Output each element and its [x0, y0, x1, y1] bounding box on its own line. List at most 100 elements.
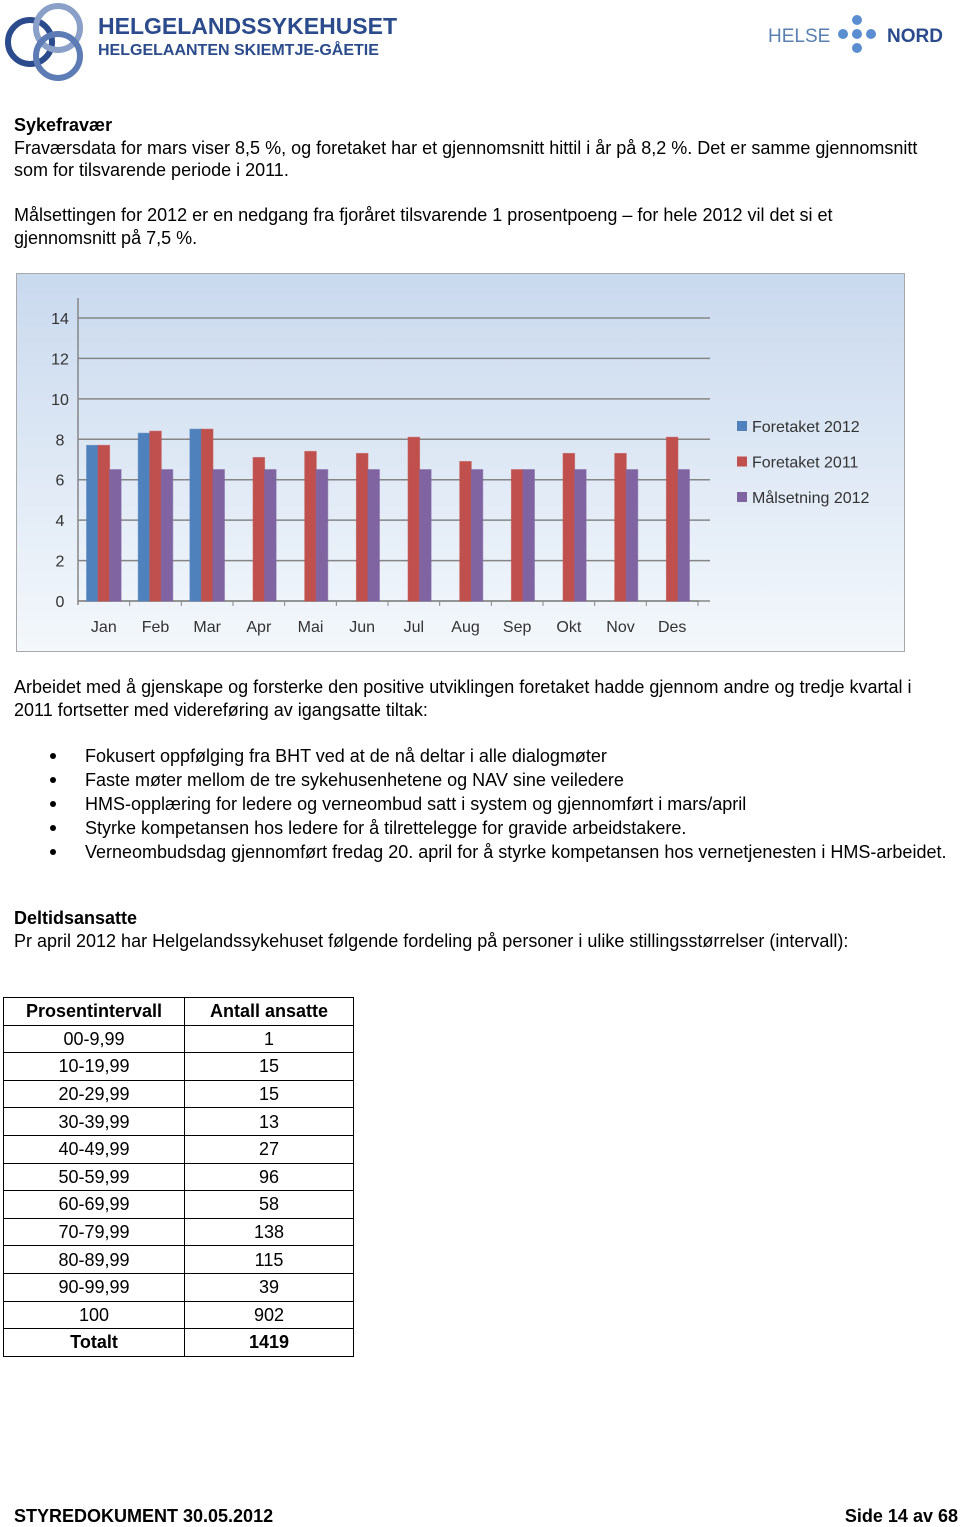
cell: 80-89,99: [3, 1245, 185, 1274]
brand-dots: [838, 15, 876, 53]
bar: [137, 432, 151, 602]
heading: Deltidsansatte: [14, 908, 138, 928]
x-tick-label: Mai: [298, 619, 324, 636]
cell: 50-59,99: [3, 1162, 185, 1192]
cell: 90-99,99: [3, 1272, 185, 1302]
bar: [419, 469, 432, 602]
y-tick-label: 8: [56, 432, 65, 449]
x-tick-label: Jul: [404, 619, 424, 636]
x-tick-label: Okt: [556, 619, 581, 636]
header-row: Prosentintervall Antall ansatte: [3, 997, 354, 1026]
footer-right: Side 14 av 68: [844, 1506, 958, 1526]
cell: 96: [184, 1162, 354, 1192]
cell: 70-79,99: [3, 1217, 185, 1247]
table: Prosentintervall Antall ansatte 00-9,99 1 10…: [3, 997, 354, 1357]
header: HELGELANDSSYKEHUSET HELGELAANTEN SKIEMTJ…: [5, 3, 943, 81]
legend-swatch: [737, 492, 747, 502]
bar: [459, 461, 472, 602]
row: 50-59,99 96: [3, 1162, 354, 1192]
bar: [367, 469, 380, 602]
x-tick-label: Jan: [91, 619, 117, 636]
header-cell: Prosentintervall: [3, 997, 185, 1026]
legend-swatch: [737, 456, 747, 467]
y-tick-label: 0: [56, 594, 65, 611]
header-cell: Antall ansatte: [184, 997, 354, 1026]
bullet-item: Faste møter mellom de tre sykehusenheten…: [14, 768, 955, 792]
x-tick-label: Des: [658, 619, 686, 636]
row: 40-49,99 27: [3, 1134, 354, 1164]
cell: 100: [3, 1300, 185, 1330]
bar: [355, 452, 369, 602]
bar: [109, 469, 122, 602]
y-tick-label: 6: [56, 473, 65, 490]
row: 80-89,99 115: [3, 1245, 354, 1274]
legend-label: Foretaket 2012: [752, 419, 860, 436]
total-cell: Totalt: [3, 1328, 185, 1357]
paragraph: Pr april 2012 har Helgelandssykehuset fø…: [14, 930, 849, 951]
bar: [522, 469, 535, 602]
bar: [304, 450, 317, 602]
row: 00-9,99 1: [3, 1024, 354, 1054]
x-tick-label: Mar: [193, 619, 221, 636]
section-parttime: Deltidsansatte Pr april 2012 har Helgela…: [14, 907, 924, 952]
bar: [252, 456, 266, 602]
paragraph: Målsettingen for 2012 er en nedgang fra …: [14, 205, 833, 248]
total-cell: 1419: [184, 1328, 354, 1357]
cell: 20-29,99: [3, 1079, 185, 1109]
bar: [264, 469, 277, 602]
cell: 60-69,99: [3, 1190, 185, 1219]
bar: [677, 469, 690, 602]
row: 90-99,99 39: [3, 1272, 354, 1302]
row: 10-19,99 15: [3, 1052, 354, 1081]
cell: 58: [184, 1190, 354, 1219]
cell: 15: [184, 1079, 354, 1109]
cell: 13: [184, 1107, 354, 1136]
cell: 902: [184, 1300, 354, 1330]
bar: [149, 430, 162, 602]
cell: 138: [184, 1217, 354, 1247]
cell: 40-49,99: [3, 1134, 185, 1164]
bar: [614, 452, 627, 602]
logo-icon: [5, 3, 83, 81]
org-name: HELGELANDSSYKEHUSET: [98, 13, 397, 39]
bar: [189, 428, 202, 602]
cell: 10-19,99: [3, 1052, 185, 1081]
y-tick-label: 12: [51, 351, 69, 368]
bar: [510, 469, 524, 602]
bar: [200, 428, 214, 602]
cell: 39: [184, 1272, 354, 1302]
y-tick-label: 2: [56, 554, 65, 571]
bar: [562, 452, 576, 602]
paragraph: Arbeidet med å gjenskape og forsterke de…: [14, 677, 912, 720]
bullet-item: Fokusert oppfølging fra BHT ved at de nå…: [14, 744, 955, 768]
bar: [160, 469, 174, 602]
legend-label: Målsetning 2012: [752, 489, 870, 507]
footer-left: STYREDOKUMENT 30.05.2012: [14, 1506, 274, 1526]
brand-right: NORD: [887, 26, 943, 47]
bullet-list: Fokusert oppfølging fra BHT ved at de nå…: [14, 744, 955, 864]
bar: [97, 444, 111, 602]
cell: 1: [184, 1024, 354, 1054]
bar: [574, 469, 587, 602]
bar: [625, 469, 639, 602]
bullet-item: Verneombudsdag gjennomført fredag 20. ap…: [14, 840, 955, 864]
total-row: Totalt 1419: [3, 1328, 354, 1357]
x-tick-label: Jun: [349, 619, 375, 636]
row: 20-29,99 15: [3, 1079, 354, 1109]
bar: [315, 469, 329, 602]
row: 70-79,99 138: [3, 1217, 354, 1247]
bullet-item: HMS-opplæring for ledere og verneombud s…: [14, 792, 955, 816]
cell: 15: [184, 1052, 354, 1081]
bullet-item: Styrke kompetansen hos ledere for å tilr…: [14, 816, 955, 840]
row: 30-39,99 13: [3, 1107, 354, 1136]
bar: [212, 469, 225, 602]
bar: [86, 444, 99, 602]
y-tick-label: 4: [56, 513, 65, 530]
paragraph: Fraværsdata for mars viser 8,5 %, og for…: [14, 137, 918, 181]
cell: 27: [184, 1134, 354, 1164]
x-tick-label: Sep: [503, 619, 532, 636]
org-subtitle: HELGELAANTEN SKIEMTJE-GÅETIE: [98, 40, 379, 59]
x-tick-label: Nov: [606, 619, 634, 636]
row: 60-69,99 58: [3, 1190, 354, 1219]
row: 100 902: [3, 1300, 354, 1330]
